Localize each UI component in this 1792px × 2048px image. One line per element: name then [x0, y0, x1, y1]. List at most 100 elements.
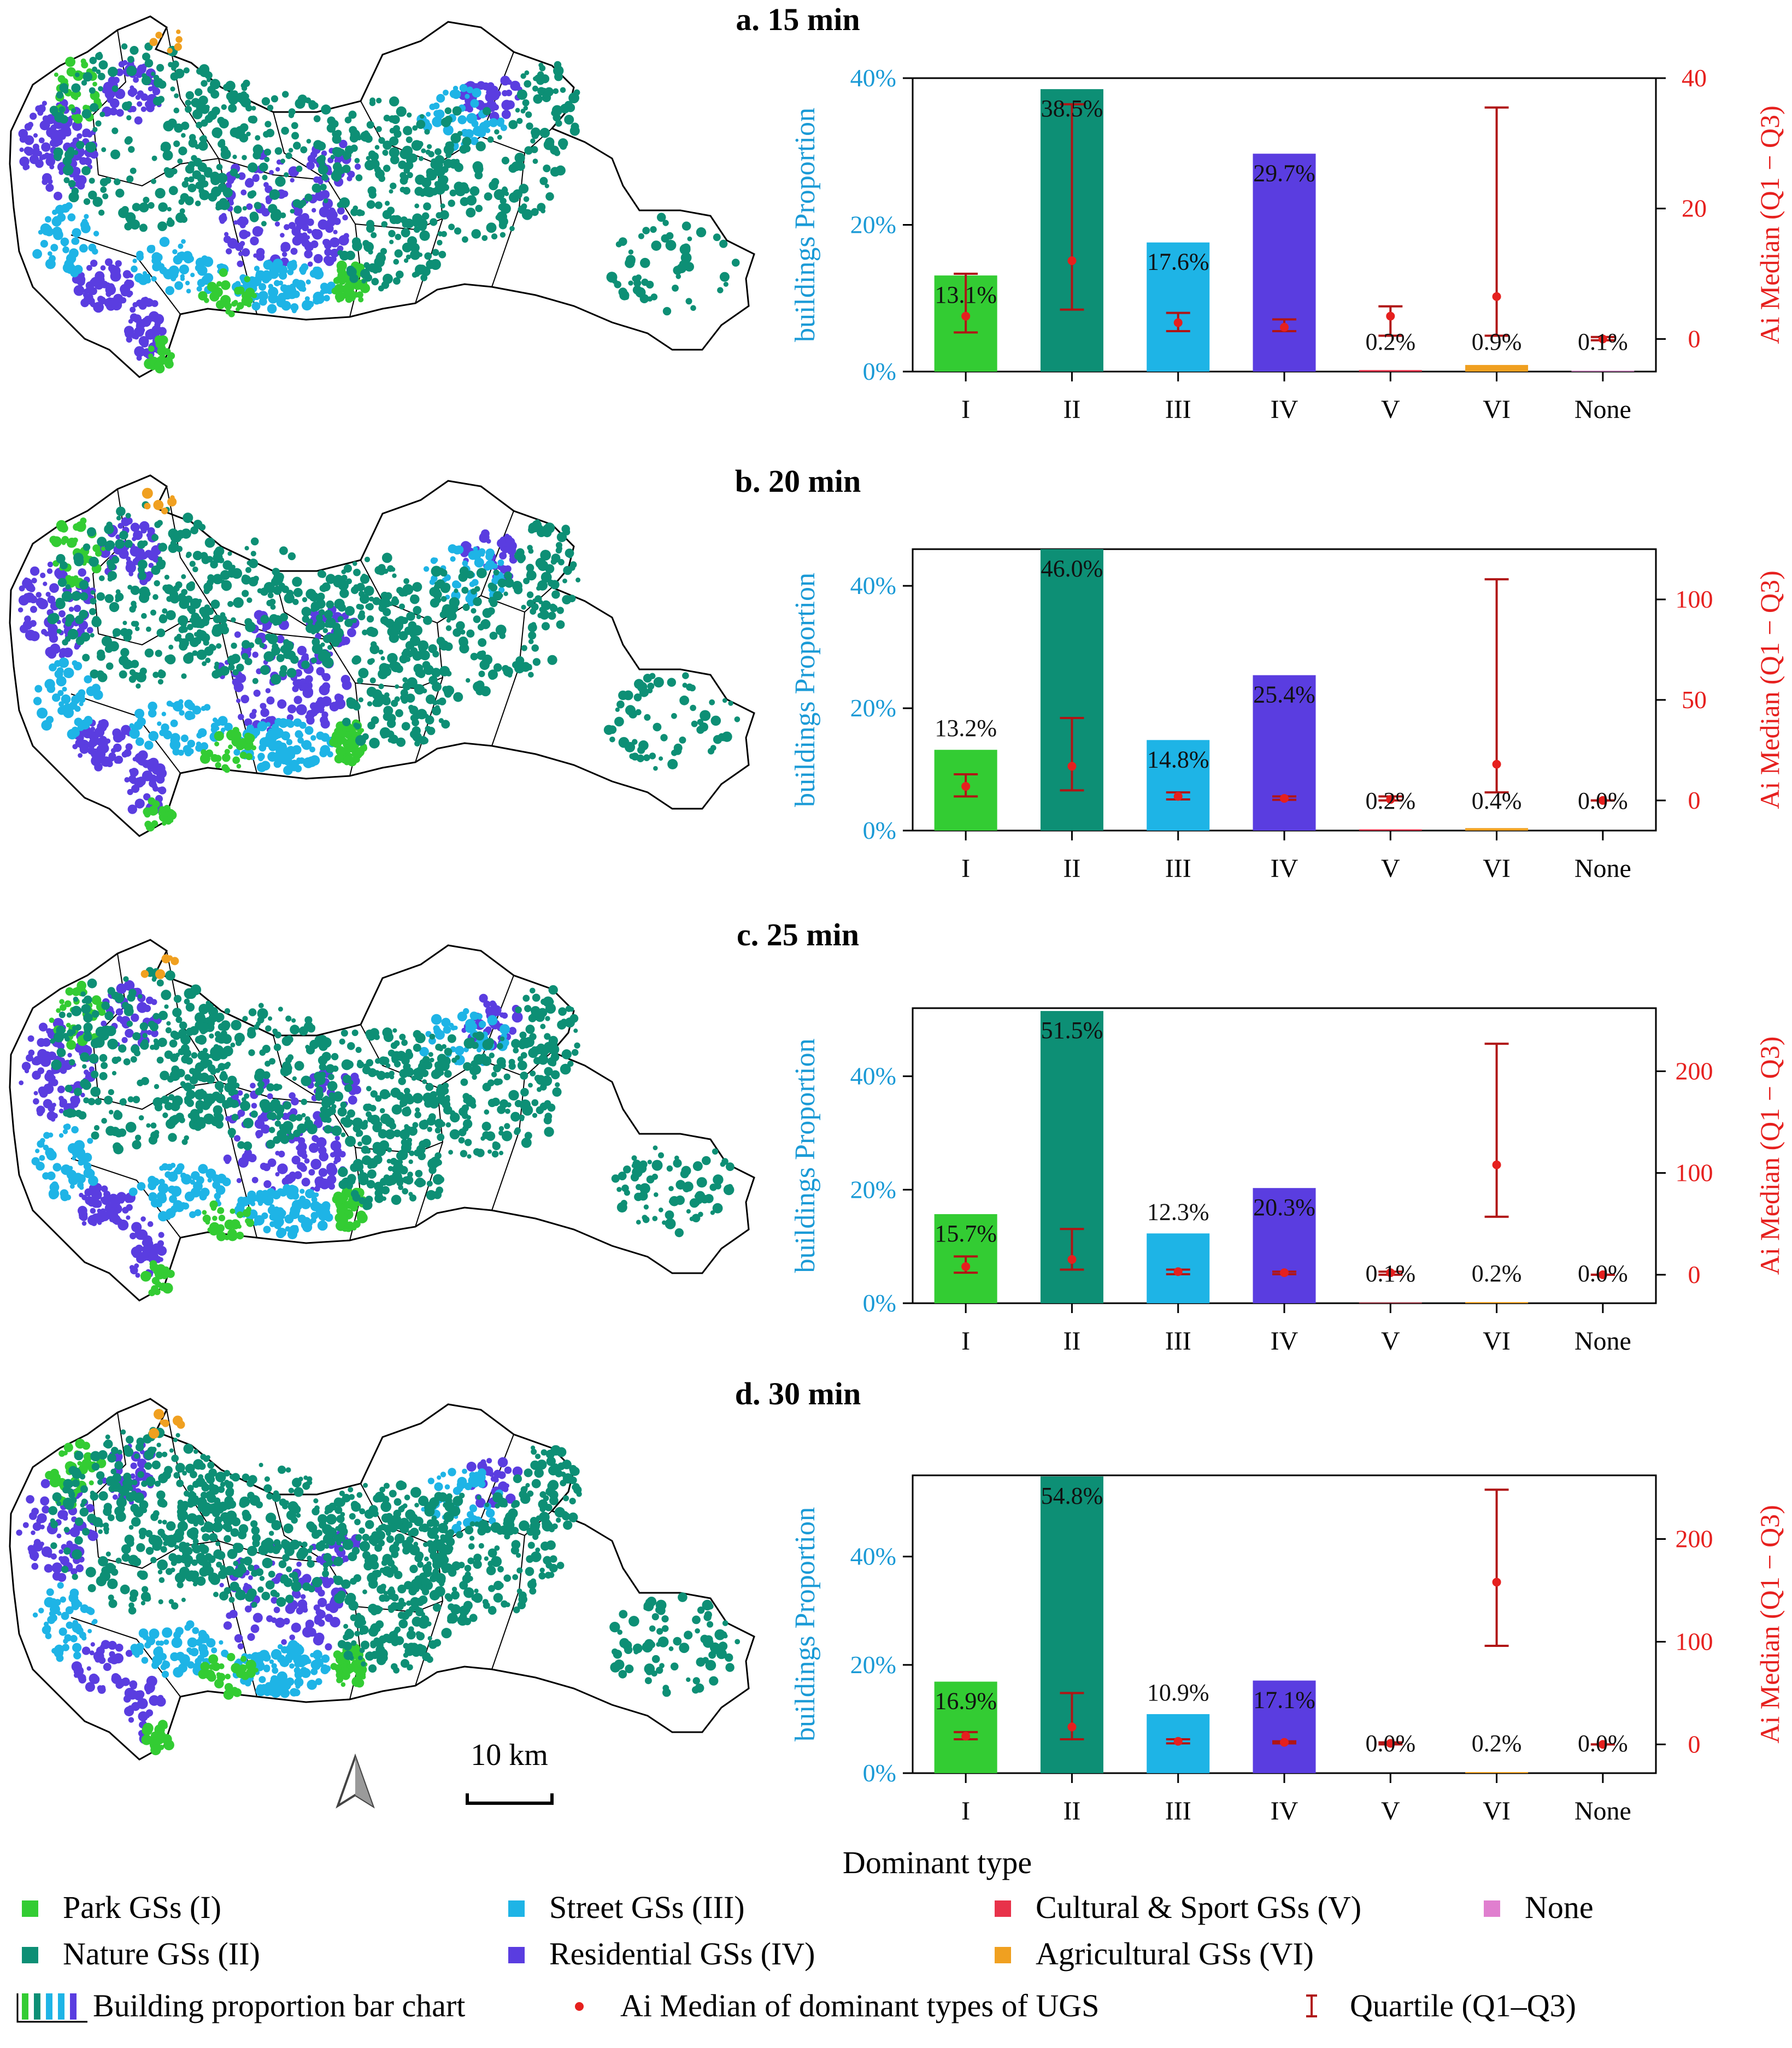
map-dot-nature: [144, 648, 154, 658]
map-dot-residential: [240, 695, 250, 704]
map-dot-street: [178, 750, 184, 756]
map-dot-nature: [481, 1121, 491, 1131]
map-dot-nature: [228, 94, 239, 105]
map-dot-residential: [126, 556, 131, 562]
map-dot-residential: [50, 124, 57, 131]
map-dot-nature: [331, 1125, 342, 1136]
map-dot-nature: [443, 687, 453, 697]
map-dot-residential: [262, 1163, 271, 1172]
map-dot-street: [218, 716, 228, 726]
map-dot-street: [87, 1138, 93, 1144]
map-dot-nature: [313, 184, 321, 193]
map-dot-nature: [280, 665, 287, 673]
map-dot-nature: [429, 1033, 436, 1040]
map-dot-nature: [523, 196, 530, 202]
map-dot-street: [463, 1008, 469, 1015]
map-dot-residential: [250, 236, 259, 246]
map-dot-street: [183, 253, 193, 264]
map-dot-street: [159, 266, 167, 275]
map-dot-nature: [401, 617, 408, 625]
map-dot-nature: [378, 1129, 387, 1139]
map-dot-residential: [294, 669, 303, 677]
map-dot-nature: [410, 594, 420, 604]
map-dot-nature: [401, 722, 410, 731]
map-dot-street: [316, 293, 324, 301]
map-dot-street: [423, 566, 430, 572]
map-dot-nature: [327, 1099, 333, 1105]
map-dot-nature: [413, 1044, 421, 1052]
map-dot-nature: [155, 650, 162, 657]
map-dot-nature: [236, 663, 244, 672]
map-dot-nature: [150, 1022, 158, 1032]
map-dot-street: [61, 694, 71, 704]
map-dot-nature: [56, 1048, 64, 1056]
map-dot-nature: [734, 716, 741, 722]
map-dot-nature: [89, 556, 99, 567]
map-dot-residential: [293, 1171, 302, 1180]
map-dot-nature: [79, 580, 89, 590]
map-dot-nature: [318, 1055, 328, 1066]
map-dot-nature: [204, 114, 213, 123]
map-dot-residential: [223, 1154, 232, 1163]
map-dot-nature: [296, 166, 303, 172]
map-dot-nature: [199, 190, 210, 201]
map-dot-nature: [643, 1204, 649, 1210]
map-dot-residential: [73, 285, 85, 296]
map-dot-nature: [543, 1116, 552, 1125]
map-dot-residential: [322, 673, 331, 681]
map-dot-residential: [305, 675, 313, 684]
map-dot-nature: [419, 1140, 427, 1149]
map-dot-nature: [395, 665, 403, 673]
map-dot-nature: [407, 172, 413, 179]
map-dot-nature: [450, 1112, 460, 1123]
map-dot-park: [65, 575, 72, 582]
map-dot-street: [193, 1181, 203, 1191]
map-dot-street: [134, 709, 145, 719]
map-dot-residential: [348, 629, 354, 634]
map-dot-street: [459, 84, 468, 92]
map-dot-nature: [99, 575, 105, 581]
map-dot-nature: [82, 654, 90, 662]
map-dot-street: [258, 283, 267, 291]
map-dot-park: [201, 749, 207, 756]
map-dot-nature: [324, 621, 331, 628]
map-dot-nature: [651, 1160, 663, 1171]
map-dot-nature: [444, 1047, 453, 1056]
map-dot-nature: [173, 994, 182, 1003]
map-dot-nature: [257, 1081, 265, 1088]
map-dot-nature: [544, 1127, 554, 1137]
map-dot-nature: [544, 87, 554, 97]
map-dot-nature: [204, 604, 210, 610]
map-dot-residential: [104, 258, 113, 266]
map-dot-nature: [160, 1070, 169, 1081]
map-dot-nature: [503, 1073, 510, 1080]
map-dot-residential: [232, 678, 240, 686]
map-dot-nature: [184, 1074, 191, 1081]
map-dot-nature: [651, 1173, 659, 1180]
map-dot-residential: [323, 239, 331, 246]
map-dot-street: [136, 253, 144, 261]
map-dot-nature: [496, 1078, 503, 1085]
map-dot-street: [46, 1150, 57, 1161]
map-dot-nature: [76, 140, 85, 149]
map-dot-nature: [556, 542, 562, 549]
map-dot-nature: [524, 80, 532, 88]
map-dot-nature: [73, 1087, 83, 1096]
map-dot-nature: [458, 1137, 465, 1144]
map-dot-street: [131, 726, 136, 731]
map-dot-nature: [115, 539, 125, 549]
map-dot-park: [210, 1205, 217, 1211]
map-dot-residential: [148, 86, 153, 92]
map-dot-street: [200, 1187, 210, 1197]
map-dot-nature: [466, 629, 475, 638]
map-dot-park: [101, 546, 106, 551]
map-dot-nature: [445, 609, 456, 620]
map-dot-nature: [371, 232, 377, 238]
map-dot-street: [497, 559, 504, 566]
map-dot-street: [72, 228, 81, 238]
map-dot-nature: [633, 693, 642, 702]
map-dot-street: [302, 740, 312, 750]
map-dot-nature: [125, 136, 133, 144]
map-dot-residential: [280, 242, 291, 252]
map-dot-street: [52, 209, 57, 215]
